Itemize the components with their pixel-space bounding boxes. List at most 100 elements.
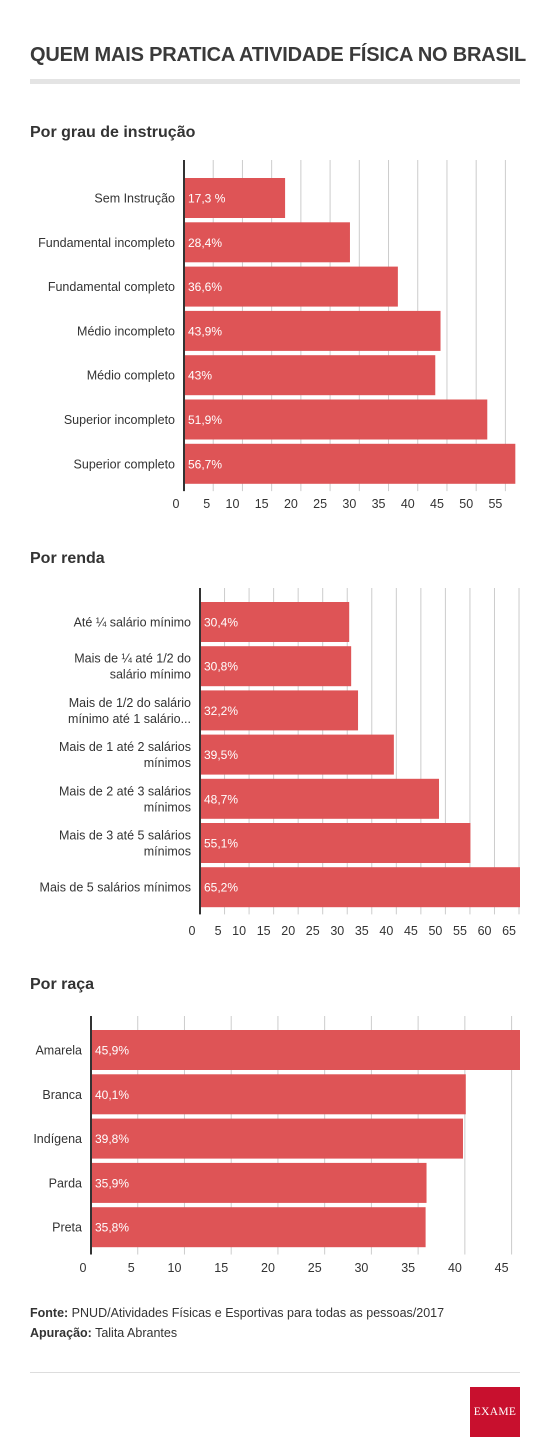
tick-label-race: 15 <box>214 1261 228 1275</box>
tick-label-income: 65 <box>502 924 516 938</box>
chart-title-income: Por renda <box>30 550 105 567</box>
tick-label-income: 45 <box>404 924 418 938</box>
tick-label-education: 0 <box>173 497 180 511</box>
tick-label-income: 10 <box>232 924 246 938</box>
category-label-income: Mais de 1/2 do salário <box>69 696 191 710</box>
tick-label-income: 20 <box>281 924 295 938</box>
tick-label-education: 40 <box>401 497 415 511</box>
page-title: QUEM MAIS PRATICA ATIVIDADE FÍSICA NO BR… <box>30 44 527 66</box>
category-label-education: Sem Instrução <box>94 192 175 206</box>
tick-label-race: 45 <box>495 1261 509 1275</box>
value-label-income: 55,1% <box>204 837 238 851</box>
category-label-income: mínimos <box>144 800 191 814</box>
category-label-income: mínimos <box>144 756 191 770</box>
value-label-income: 39,5% <box>204 748 238 762</box>
tick-label-education: 55 <box>488 497 502 511</box>
credit-note: Apuração: Talita Abrantes <box>30 1326 177 1340</box>
value-label-education: 51,9% <box>188 413 222 427</box>
value-label-education: 56,7% <box>188 457 222 471</box>
tick-label-income: 5 <box>215 924 222 938</box>
tick-label-income: 50 <box>428 924 442 938</box>
category-label-income: Mais de 1 até 2 salários <box>59 740 191 754</box>
tick-label-race: 35 <box>401 1261 415 1275</box>
bar-education <box>184 443 516 484</box>
tick-label-income: 55 <box>453 924 467 938</box>
bar-education <box>184 310 441 351</box>
category-label-income: Mais de 3 até 5 salários <box>59 829 191 843</box>
source-text: PNUD/Atividades Físicas e Esportivas par… <box>71 1306 445 1320</box>
category-label-income: salário mínimo <box>110 668 191 682</box>
chart-income: 30,4% Até ¼ salário mínimo 30,8% Mais de ¼ … <box>40 588 520 938</box>
category-label-income: Mais de 5 salários mínimos <box>40 881 191 895</box>
tick-label-income: 35 <box>355 924 369 938</box>
tick-label-race: 10 <box>168 1261 182 1275</box>
category-label-education: Médio completo <box>87 369 175 383</box>
logo-text: EXAME <box>473 1406 517 1418</box>
chart-race: 45,9% Amarela 40,1% Branca 39,8% Indígena 35,9… <box>33 1016 520 1275</box>
tick-label-education: 25 <box>313 497 327 511</box>
tick-label-income: 0 <box>189 924 196 938</box>
tick-label-income: 40 <box>379 924 393 938</box>
category-label-race: Indígena <box>33 1132 82 1146</box>
bar-education <box>184 399 488 440</box>
category-label-race: Parda <box>49 1176 82 1190</box>
tick-label-race: 30 <box>354 1261 368 1275</box>
tick-label-race: 5 <box>128 1261 135 1275</box>
bar-education <box>184 178 286 218</box>
value-label-income: 65,2% <box>204 881 238 895</box>
source-note: Fonte: PNUD/Atividades Físicas e Esporti… <box>30 1306 444 1320</box>
category-label-race: Amarela <box>35 1044 82 1058</box>
category-label-income: Mais de 2 até 3 salários <box>59 784 191 798</box>
exame-logo[interactable]: EXAME <box>470 1387 520 1437</box>
category-label-education: Médio incompleto <box>77 324 175 338</box>
value-label-education: 28,4% <box>188 236 222 250</box>
bar-income <box>200 734 394 775</box>
bar-income <box>200 867 520 908</box>
tick-label-income: 60 <box>478 924 492 938</box>
bar-income <box>200 823 471 863</box>
tick-label-education: 50 <box>459 497 473 511</box>
value-label-race: 35,8% <box>95 1221 129 1235</box>
bar-income <box>200 646 352 687</box>
title-divider <box>30 79 520 84</box>
bar-income <box>200 690 359 731</box>
category-label-education: Superior completo <box>74 457 175 471</box>
bar-income <box>200 778 440 819</box>
category-label-education: Fundamental completo <box>48 280 175 294</box>
tick-label-income: 30 <box>330 924 344 938</box>
source-label: Fonte: <box>30 1306 69 1320</box>
value-label-race: 45,9% <box>95 1044 129 1058</box>
tick-label-race: 40 <box>448 1261 462 1275</box>
value-label-income: 30,4% <box>204 616 238 630</box>
bar-education <box>184 355 436 396</box>
footer-divider <box>30 1372 520 1373</box>
chart-title-race: Por raça <box>30 976 95 993</box>
category-label-income: mínimos <box>144 845 191 859</box>
chart-education: 17,3 % Sem Instrução 28,4% Fundamental inco… <box>38 160 516 511</box>
tick-label-race: 20 <box>261 1261 275 1275</box>
bar-education <box>184 222 350 263</box>
value-label-income: 30,8% <box>204 660 238 674</box>
tick-label-income: 15 <box>257 924 271 938</box>
tick-label-education: 45 <box>430 497 444 511</box>
tick-label-race: 25 <box>308 1261 322 1275</box>
category-label-income: mínimo até 1 salário... <box>68 712 191 726</box>
bar-race <box>91 1207 426 1248</box>
bar-race <box>91 1162 427 1203</box>
bar-income <box>200 602 350 642</box>
chart-title-education: Por grau de instrução <box>30 124 196 141</box>
credit-text: Talita Abrantes <box>95 1326 178 1340</box>
value-label-education: 36,6% <box>188 280 222 294</box>
tick-label-education: 35 <box>372 497 386 511</box>
value-label-income: 32,2% <box>204 704 238 718</box>
value-label-race: 35,9% <box>95 1176 129 1190</box>
bar-education <box>184 266 398 307</box>
tick-label-education: 5 <box>203 497 210 511</box>
value-label-education: 43% <box>188 369 212 383</box>
tick-label-race: 0 <box>80 1261 87 1275</box>
category-label-race: Branca <box>42 1088 82 1102</box>
tick-label-education: 15 <box>255 497 269 511</box>
value-label-race: 40,1% <box>95 1088 129 1102</box>
bar-race <box>91 1118 463 1159</box>
tick-label-education: 30 <box>342 497 356 511</box>
